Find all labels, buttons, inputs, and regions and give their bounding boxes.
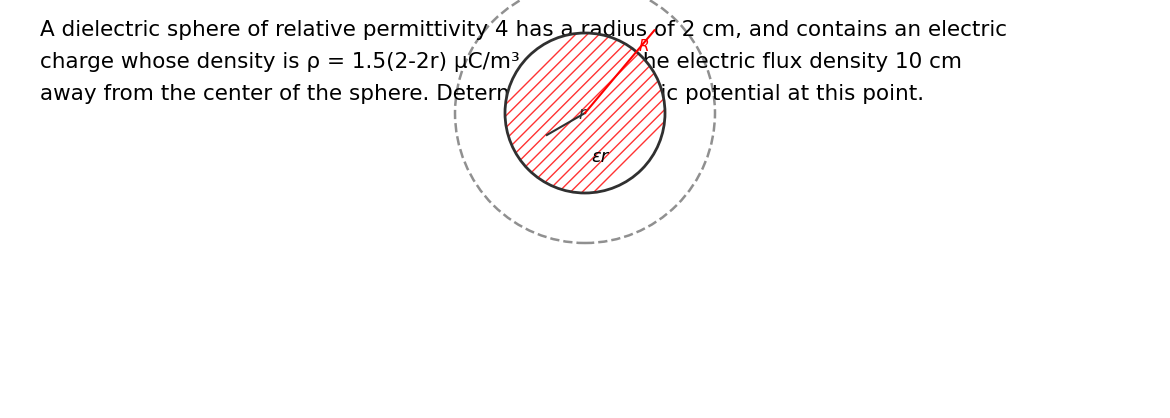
Text: A dielectric sphere of relative permittivity 4 has a radius of 2 cm, and contain: A dielectric sphere of relative permitti…: [40, 20, 1007, 40]
Text: R: R: [639, 39, 649, 54]
Text: charge whose density is ρ = 1.5(2-2r) μC/m³. Evaluate the electric flux density : charge whose density is ρ = 1.5(2-2r) μC…: [40, 52, 962, 72]
Text: εr: εr: [592, 148, 608, 166]
Text: r: r: [578, 105, 585, 123]
Circle shape: [505, 33, 665, 193]
Text: away from the center of the sphere. Determine the electric potential at this poi: away from the center of the sphere. Dete…: [40, 84, 924, 104]
